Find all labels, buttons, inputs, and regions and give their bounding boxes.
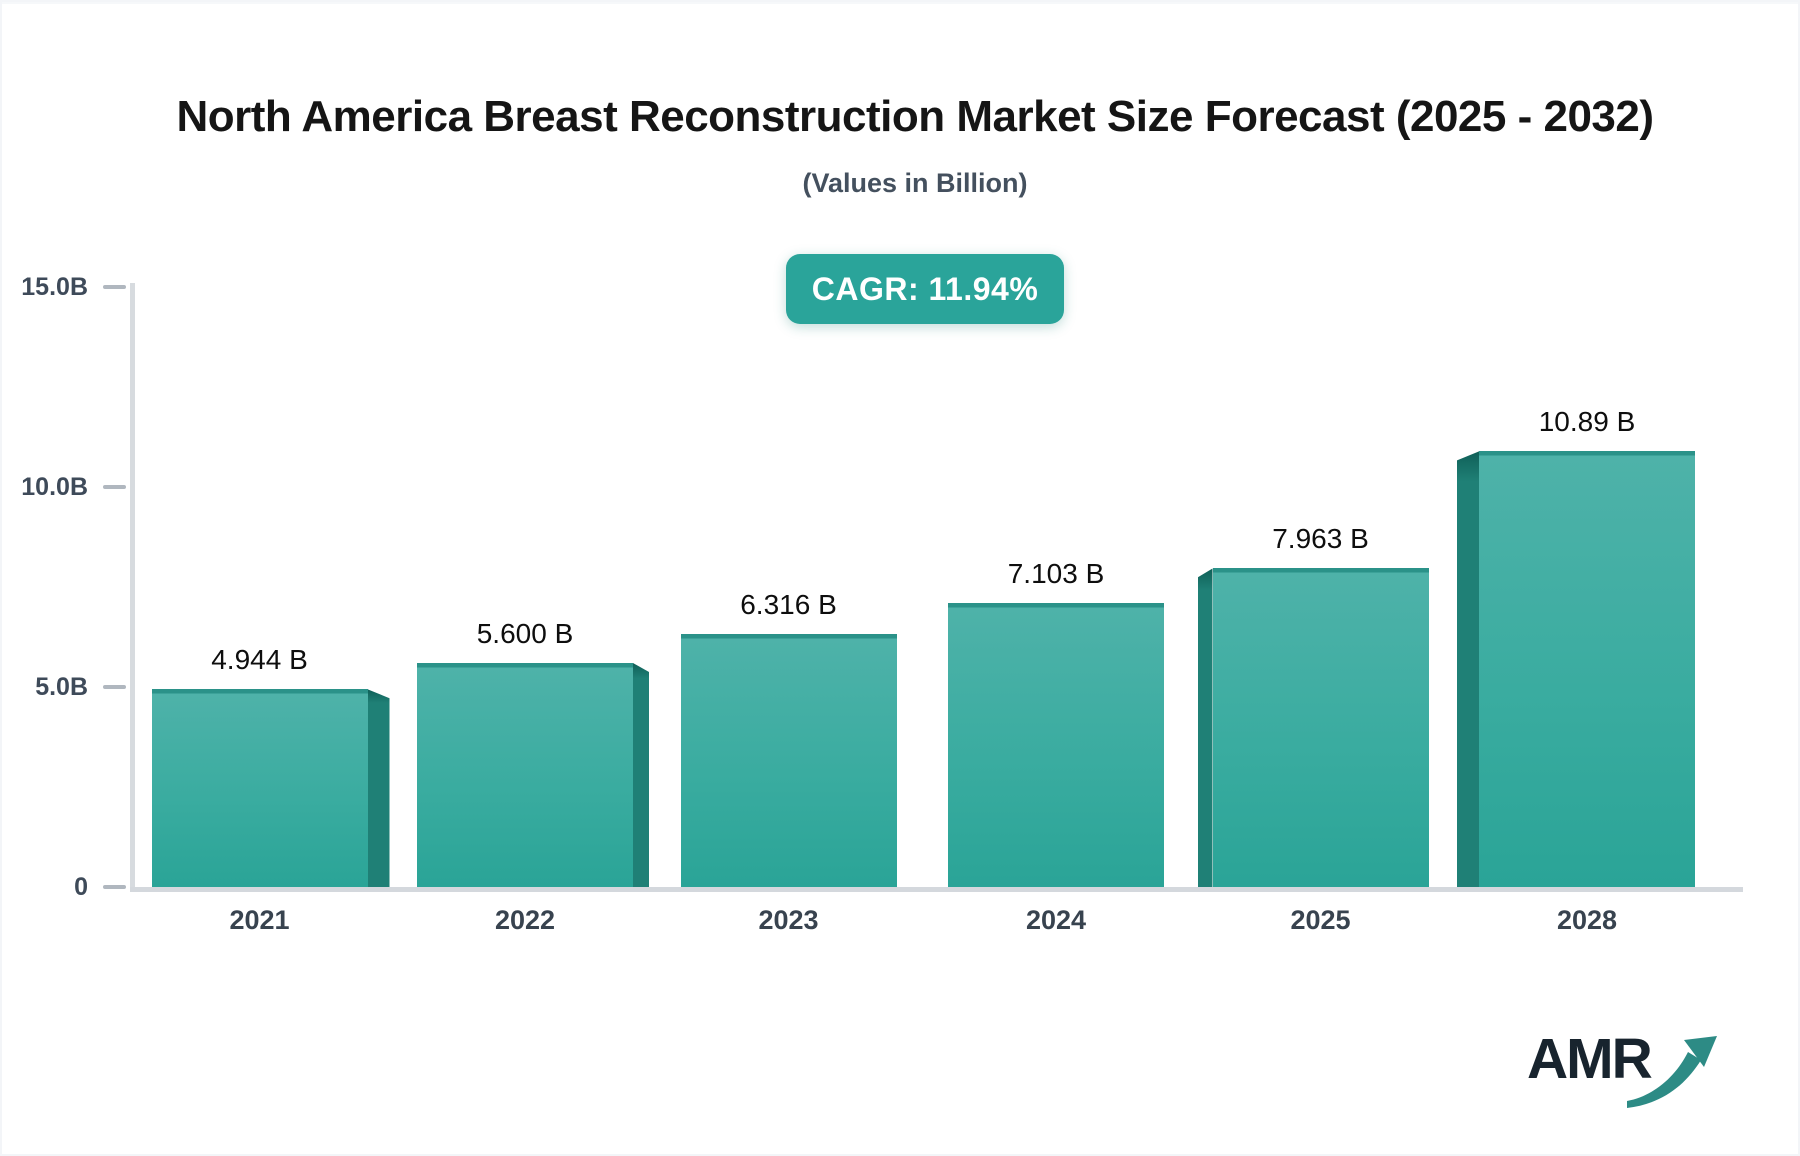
y-axis-tick-label: 10.0B [21, 473, 88, 501]
amr-logo-text: AMR [1527, 1027, 1653, 1091]
y-axis-tick-label: 5.0B [35, 673, 88, 701]
bar-side-face-2021 [367, 689, 390, 887]
bar-value-label-2023: 6.316 B [740, 589, 837, 621]
x-axis-baseline [130, 887, 1743, 892]
bar-2023 [680, 634, 897, 887]
bar-side-face-2028 [1457, 451, 1479, 887]
x-axis-label-2024: 2024 [1025, 905, 1087, 935]
cagr-badge-label: CAGR: 11.94% [811, 270, 1039, 307]
y-axis-line [130, 283, 135, 892]
bar-2022 [417, 663, 633, 887]
bar-value-label-2025: 7.963 B [1272, 523, 1369, 555]
y-axis-tick-mark [103, 685, 126, 689]
x-axis-label-2025: 2025 [1290, 905, 1351, 935]
chart-title: North America Breast Reconstruction Mark… [176, 92, 1654, 141]
bar-2024 [948, 602, 1164, 887]
bar-value-label-2021: 4.944 B [211, 644, 308, 676]
y-axis-tick-mark [103, 485, 126, 489]
y-axis-tick-mark [103, 885, 126, 889]
x-axis-label-2021: 2021 [229, 905, 290, 935]
cagr-badge: CAGR: 11.94% [786, 254, 1064, 324]
x-axis-label-2022: 2022 [494, 905, 556, 935]
y-axis-tick-label: 15.0B [21, 273, 88, 301]
amr-logo: AMR [1527, 1028, 1747, 1118]
x-axis-label-2028: 2028 [1556, 905, 1618, 935]
x-axis-label-2023: 2023 [758, 905, 819, 935]
bar-side-face-2025 [1197, 568, 1213, 887]
bar-side-face-2022 [633, 663, 649, 887]
bar-value-label-2022: 5.600 B [476, 618, 574, 649]
growth-arrow-icon [1626, 1036, 1717, 1108]
bar-2028 [1479, 451, 1695, 887]
bar-2025 [1212, 568, 1429, 887]
bar-2021 [151, 689, 368, 887]
bar-value-label-2024: 7.103 B [1007, 557, 1105, 589]
y-axis-tick-mark [103, 285, 126, 289]
y-axis-tick-label: 0 [74, 873, 88, 901]
bar-value-label-2028: 10.89 B [1538, 406, 1636, 438]
chart-subtitle: (Values in Billion) [802, 168, 1028, 198]
